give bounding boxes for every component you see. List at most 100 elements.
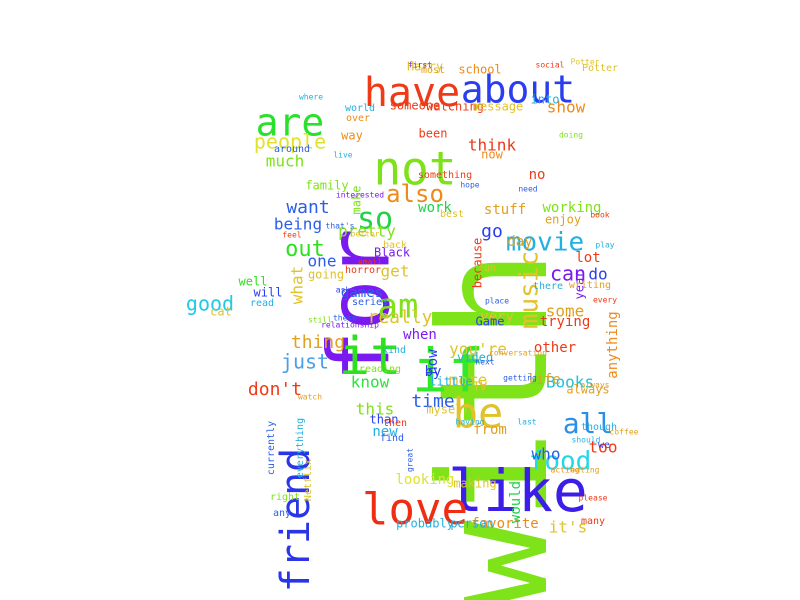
cloud-word: writing — [569, 280, 611, 291]
cloud-word: next — [475, 358, 494, 367]
cloud-word: been — [419, 127, 448, 141]
cloud-word: show — [547, 98, 586, 117]
cloud-word: don't — [248, 379, 302, 400]
cloud-word: reading — [359, 364, 401, 375]
cloud-word: great — [406, 448, 415, 472]
cloud-word: into — [531, 93, 560, 107]
cloud-word: Potter — [582, 63, 618, 74]
cloud-word: Netflix — [303, 459, 314, 501]
cloud-word: email — [358, 258, 382, 267]
cloud-word: much — [266, 152, 305, 171]
cloud-word: being — [274, 215, 322, 234]
cloud-word: time — [411, 391, 454, 412]
cloud-word: would — [508, 481, 524, 523]
cloud-word: with — [408, 249, 582, 600]
cloud-word: be — [453, 389, 504, 438]
cloud-word: when — [403, 327, 437, 343]
cloud-word: you're — [449, 340, 507, 359]
cloud-word: currently — [266, 421, 277, 475]
cloud-word: message — [473, 100, 524, 114]
cloud-word: life — [527, 372, 561, 388]
cloud-word: more — [449, 371, 488, 390]
cloud-word: everything — [295, 418, 306, 478]
cloud-word: am — [378, 287, 419, 327]
cloud-word: now — [481, 148, 503, 162]
cloud-word: horror — [345, 265, 381, 276]
cloud-word: can — [550, 262, 586, 286]
cloud-word: good — [186, 292, 234, 316]
cloud-word: family — [305, 179, 348, 193]
cloud-word: getting — [503, 374, 537, 383]
cloud-word: are — [256, 101, 325, 145]
cloud-word: know — [351, 373, 390, 392]
cloud-word: year — [573, 271, 587, 300]
cloud-word: than — [370, 413, 399, 427]
cloud-word: what — [288, 266, 307, 305]
cloud-word: over — [346, 113, 370, 124]
cloud-word: Harry — [407, 60, 443, 74]
cloud-word: watch — [298, 393, 322, 402]
cloud-word: last — [517, 418, 536, 427]
cloud-word: think — [468, 136, 517, 155]
cloud-word: person — [450, 517, 493, 531]
cloud-word: will — [254, 286, 283, 300]
cloud-word: acting — [551, 466, 580, 475]
cloud-word: music — [515, 251, 545, 329]
cloud-word: social — [536, 61, 565, 70]
cloud-word: back — [383, 240, 407, 251]
cloud-word: always — [581, 381, 610, 390]
cloud-word: new — [372, 424, 398, 440]
cloud-word: very — [480, 309, 514, 325]
cloud-word: every — [593, 296, 617, 305]
cloud-word: series — [352, 297, 388, 308]
cloud-word: right — [270, 492, 300, 503]
cloud-word: no — [529, 167, 546, 183]
cloud-word: games — [341, 285, 383, 301]
cloud-word: not — [373, 142, 456, 196]
cloud-word: Potter — [571, 58, 600, 67]
cloud-word: who — [532, 445, 561, 464]
cloud-word: eating — [571, 466, 600, 475]
cloud-word: people — [254, 130, 326, 154]
cloud-word: make — [350, 186, 364, 215]
cloud-word: other — [534, 340, 576, 356]
cloud-word: really — [367, 307, 432, 328]
cloud-word: feel — [282, 231, 301, 240]
cloud-word: kind — [382, 345, 406, 356]
cloud-word: if — [412, 337, 484, 407]
cloud-word: ask — [336, 286, 351, 295]
cloud-word: it's — [549, 518, 588, 537]
cloud-word: find — [380, 433, 404, 444]
cloud-word: TV — [473, 380, 487, 394]
cloud-word: we — [598, 440, 610, 451]
cloud-word: lot — [575, 250, 600, 266]
cloud-word: there — [533, 281, 563, 292]
cloud-word: thing — [291, 332, 345, 353]
cloud-word: school — [458, 63, 501, 77]
cloud-word: Black — [374, 246, 411, 260]
cloud-word: how — [425, 349, 441, 375]
cloud-word: friend — [273, 448, 319, 593]
cloud-word: anything — [605, 311, 621, 378]
cloud-word: always — [566, 383, 609, 397]
cloud-word: by — [425, 364, 442, 380]
cloud-word: this — [356, 400, 395, 419]
cloud-word: working — [542, 200, 601, 216]
cloud-word: food — [529, 447, 592, 477]
cloud-word: any — [273, 508, 291, 519]
cloud-word: like — [448, 457, 588, 525]
cloud-word: better — [351, 230, 380, 239]
cloud-word: movie — [506, 228, 584, 258]
cloud-word: video — [457, 351, 493, 365]
cloud-word: just — [281, 350, 329, 374]
cloud-word: looking — [395, 472, 454, 488]
cloud-word: still — [308, 316, 332, 325]
cloud-word: need — [518, 185, 537, 194]
cloud-word: first — [408, 61, 432, 70]
cloud-word: about — [461, 68, 575, 112]
cloud-word: way — [341, 129, 363, 143]
cloud-word: from — [473, 422, 507, 438]
cloud-word: too — [589, 438, 618, 457]
cloud-word: where — [299, 93, 323, 102]
